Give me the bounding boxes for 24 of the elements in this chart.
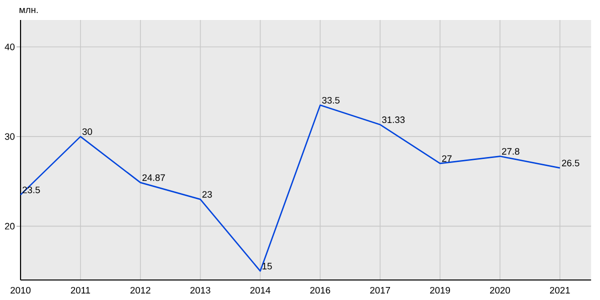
x-tick-label: 2014 <box>250 286 270 294</box>
x-tick-label: 2012 <box>130 286 150 294</box>
x-tick-label: 2019 <box>430 286 450 294</box>
x-tick-label: 2020 <box>490 286 510 294</box>
data-label: 23 <box>202 191 212 198</box>
data-label: 33.5 <box>322 96 340 104</box>
y-axis-title: млн. <box>20 8 38 14</box>
y-tick-label: 20 <box>5 222 15 230</box>
data-label: 31.33 <box>382 116 405 124</box>
data-label: 27.8 <box>502 148 520 155</box>
data-label: 24.87 <box>142 174 165 181</box>
x-tick-label: 2021 <box>550 286 570 294</box>
line-series <box>20 104 561 272</box>
data-label: 26.5 <box>562 160 580 166</box>
y-tick-label: 40 <box>4 44 15 50</box>
data-label: 27 <box>442 155 452 162</box>
data-label: 30 <box>82 128 92 135</box>
x-tick-label: 2016 <box>310 286 330 294</box>
x-tick-label: 2017 <box>370 286 390 294</box>
x-tick-label: 2010 <box>10 286 31 294</box>
x-tick-label: 2013 <box>190 286 210 294</box>
y-tick-label: 30 <box>4 133 15 140</box>
data-label: 15 <box>262 262 272 270</box>
x-tick-label: 2011 <box>70 286 90 294</box>
